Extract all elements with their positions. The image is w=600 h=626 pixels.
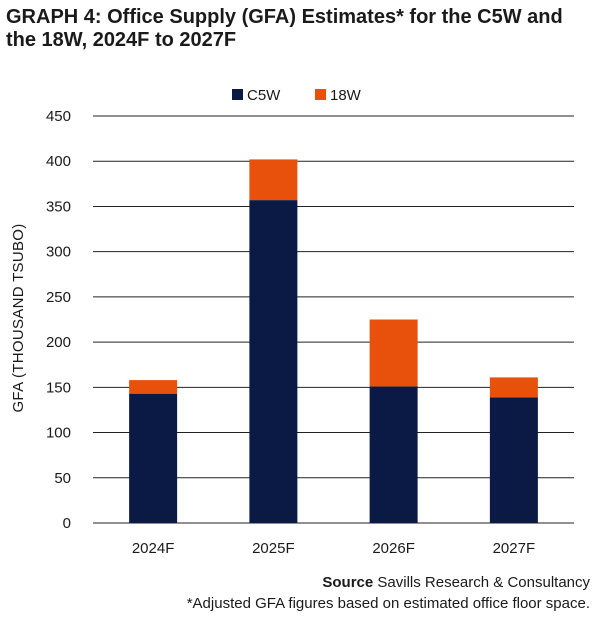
y-tick-label: 300 <box>46 244 71 261</box>
x-tick-label: 2024F <box>132 540 175 557</box>
y-tick-label: 350 <box>46 198 71 215</box>
legend-swatch <box>315 89 326 100</box>
legend-item-c5w: C5W <box>232 87 281 104</box>
legend-swatch <box>232 89 243 100</box>
bar-18w-2024f <box>129 380 178 394</box>
y-tick-label: 400 <box>46 153 71 170</box>
y-axis-label: GFA (THOUSAND TSUBO) <box>10 223 27 412</box>
y-tick-labels: 0 50 100 150 200 250 300 350 400 450 <box>46 108 71 532</box>
source-line: Source Savills Research & Consultancy <box>322 574 590 592</box>
x-tick-label: 2026F <box>372 540 415 557</box>
bar-c5w-2025f <box>249 200 298 523</box>
bar-c5w-2027f <box>489 397 538 523</box>
source-text: Savills Research & Consultancy <box>377 574 590 591</box>
bar-18w-2026f <box>369 319 418 387</box>
bars-layer <box>129 159 538 523</box>
bar-c5w-2024f <box>129 393 178 523</box>
legend: C5W 18W <box>232 87 362 104</box>
legend-label: C5W <box>247 87 281 104</box>
y-tick-label: 250 <box>46 289 71 306</box>
footnote: *Adjusted GFA figures based on estimated… <box>186 595 590 612</box>
y-tick-label: 200 <box>46 334 71 351</box>
y-tick-label: 100 <box>46 425 71 442</box>
y-tick-label: 450 <box>46 108 71 125</box>
legend-label: 18W <box>330 87 362 104</box>
y-tick-label: 0 <box>63 515 71 532</box>
y-tick-label: 150 <box>46 379 71 396</box>
chart-title: GRAPH 4: Office Supply (GFA) Estimates* … <box>6 6 563 51</box>
x-tick-label: 2027F <box>493 540 536 557</box>
x-tick-label: 2025F <box>252 540 295 557</box>
source-label: Source <box>322 574 374 591</box>
legend-item-18w: 18W <box>315 87 362 104</box>
bar-18w-2025f <box>249 159 298 201</box>
y-tick-label: 50 <box>54 470 71 487</box>
bar-c5w-2026f <box>369 386 418 523</box>
bar-18w-2027f <box>489 377 538 398</box>
x-tick-labels: 2024F 2025F 2026F 2027F <box>132 540 535 557</box>
